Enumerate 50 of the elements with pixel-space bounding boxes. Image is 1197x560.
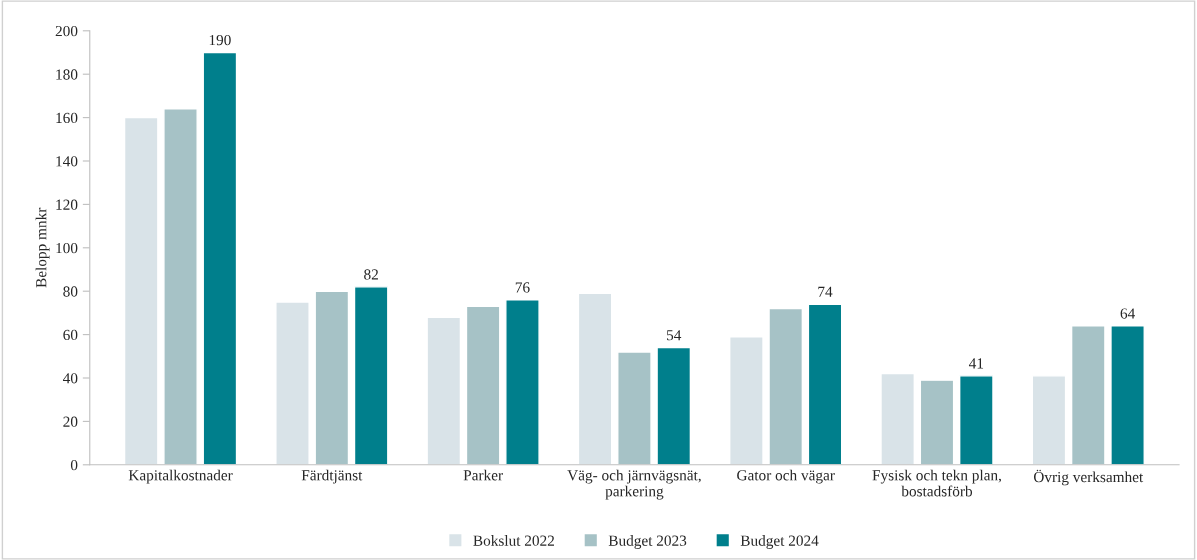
data-label: 64 xyxy=(1120,308,1136,319)
bar xyxy=(505,299,540,465)
bar xyxy=(729,336,764,465)
bar xyxy=(768,307,804,465)
y-tick-label: 40 xyxy=(62,373,78,384)
bar xyxy=(919,379,955,465)
bar xyxy=(123,116,159,465)
x-tick-label: Kapitalkostnader xyxy=(128,469,233,484)
bar xyxy=(577,292,613,465)
data-label: 74 xyxy=(818,286,833,297)
y-tick-label: 0 xyxy=(70,459,78,471)
x-tick-label: Fysisk och tekn plan, bostadsförb xyxy=(872,469,1001,497)
bar xyxy=(202,51,238,465)
y-tick-label: 140 xyxy=(56,156,78,167)
data-label: 190 xyxy=(209,34,231,46)
y-tick-label: 200 xyxy=(55,25,78,37)
bar xyxy=(353,286,389,465)
y-tick-label: 100 xyxy=(56,242,78,254)
data-label: 54 xyxy=(666,330,682,341)
bar xyxy=(275,301,310,465)
bar xyxy=(1031,375,1067,465)
y-axis-title: Belopp mnkr xyxy=(35,207,50,288)
bar xyxy=(1110,325,1145,465)
bar xyxy=(426,316,462,465)
bar xyxy=(465,305,501,465)
bar xyxy=(1070,325,1106,465)
x-tick-label: Färdtjänst xyxy=(301,469,363,484)
x-tick-label: Gator och vägar xyxy=(737,469,835,484)
y-tick-label: 160 xyxy=(56,112,78,124)
data-label: 82 xyxy=(364,269,378,280)
x-tick-label: Parker xyxy=(463,469,503,481)
x-tick-label: Väg- och järnvägsnät, parkering xyxy=(567,469,701,500)
x-tick-label: Övrig verksamhet xyxy=(1033,469,1144,486)
data-label: 41 xyxy=(968,358,984,369)
bar xyxy=(958,375,994,465)
bar xyxy=(314,290,350,465)
y-tick-label: 80 xyxy=(63,286,78,297)
y-tick-label: 180 xyxy=(56,69,78,80)
bar xyxy=(807,303,843,465)
legend-label: Budget 2024 xyxy=(740,535,819,549)
bar xyxy=(656,346,692,465)
bar xyxy=(617,351,652,465)
bar xyxy=(880,372,915,465)
legend-label: Bokslut 2022 xyxy=(473,535,554,546)
legend-label: Budget 2023 xyxy=(608,535,687,549)
y-tick-label: 120 xyxy=(56,199,78,210)
y-tick-label: 60 xyxy=(63,329,78,341)
data-label: 76 xyxy=(515,282,530,293)
bar xyxy=(163,108,198,465)
y-tick-label: 20 xyxy=(63,416,78,427)
